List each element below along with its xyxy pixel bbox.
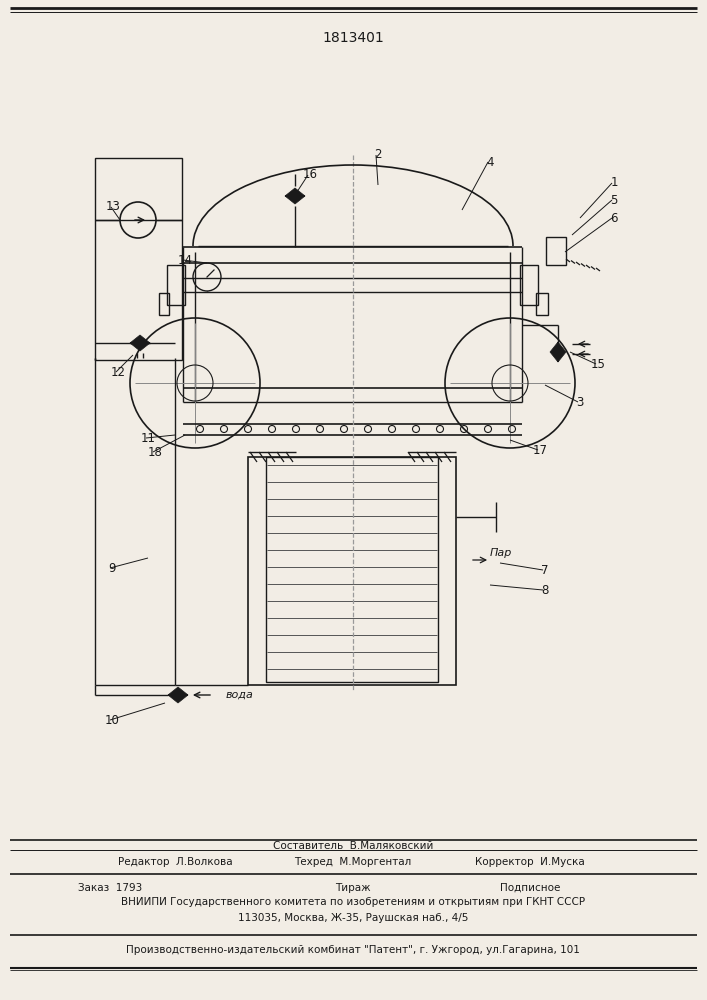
Text: 1: 1 <box>610 176 618 190</box>
Text: ВНИИПИ Государственного комитета по изобретениям и открытиям при ГКНТ СССР: ВНИИПИ Государственного комитета по изоб… <box>121 897 585 907</box>
Text: Корректор  И.Муска: Корректор И.Муска <box>475 857 585 867</box>
Text: 2: 2 <box>374 148 382 161</box>
Bar <box>520 265 538 305</box>
Text: Заказ  1793: Заказ 1793 <box>78 883 142 893</box>
Text: Редактор  Л.Волкова: Редактор Л.Волкова <box>117 857 233 867</box>
Bar <box>95 158 182 360</box>
Polygon shape <box>558 342 566 362</box>
Polygon shape <box>550 342 558 362</box>
Text: 15: 15 <box>590 358 605 370</box>
Polygon shape <box>168 695 188 703</box>
Text: вода: вода <box>226 690 254 700</box>
Bar <box>266 457 438 682</box>
Polygon shape <box>168 687 188 695</box>
Text: 113035, Москва, Ж-35, Раушская наб., 4/5: 113035, Москва, Ж-35, Раушская наб., 4/5 <box>238 913 468 923</box>
Text: 1813401: 1813401 <box>322 31 384 45</box>
Text: Подписное: Подписное <box>500 883 560 893</box>
Text: Техред  М.Моргентал: Техред М.Моргентал <box>294 857 411 867</box>
Text: 14: 14 <box>177 253 192 266</box>
Bar <box>546 237 566 265</box>
Text: 5: 5 <box>610 194 618 207</box>
Text: 18: 18 <box>148 446 163 458</box>
Text: 3: 3 <box>576 395 584 408</box>
Text: 13: 13 <box>105 200 120 214</box>
Bar <box>167 265 185 305</box>
Text: 4: 4 <box>486 155 493 168</box>
Text: Производственно-издательский комбинат "Патент", г. Ужгород, ул.Гагарина, 101: Производственно-издательский комбинат "П… <box>126 945 580 955</box>
Bar <box>248 457 456 685</box>
Text: 17: 17 <box>532 444 547 456</box>
Text: Пар: Пар <box>490 548 513 558</box>
Text: 16: 16 <box>303 168 317 182</box>
Text: 7: 7 <box>542 564 549 576</box>
Bar <box>536 293 548 315</box>
Text: Тираж: Тираж <box>335 883 370 893</box>
Text: 10: 10 <box>105 714 119 726</box>
Bar <box>159 293 169 315</box>
Text: 11: 11 <box>141 432 156 444</box>
Polygon shape <box>130 335 150 343</box>
Polygon shape <box>130 343 150 351</box>
Polygon shape <box>285 196 305 204</box>
Text: 9: 9 <box>108 562 116 574</box>
Text: 6: 6 <box>610 212 618 225</box>
Text: Составитель  В.Маляковский: Составитель В.Маляковский <box>273 841 433 851</box>
Text: 8: 8 <box>542 584 549 596</box>
Polygon shape <box>285 188 305 196</box>
Text: 12: 12 <box>110 365 126 378</box>
